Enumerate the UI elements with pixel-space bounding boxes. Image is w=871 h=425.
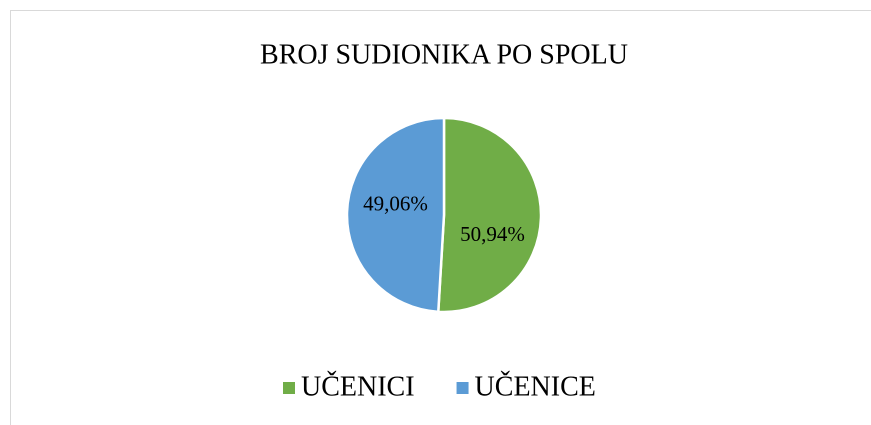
legend-label: UČENICI (301, 371, 415, 402)
chart-title: BROJ SUDIONIKA PO SPOLU (260, 39, 628, 70)
pie-slice (345, 116, 446, 314)
pie-slice (436, 116, 543, 314)
data-label: 50,94% (460, 222, 525, 246)
legend-swatch (283, 382, 295, 394)
legend-swatch (456, 382, 469, 394)
data-label: 49,06% (363, 191, 428, 215)
legend-label: UČENICE (475, 371, 596, 402)
